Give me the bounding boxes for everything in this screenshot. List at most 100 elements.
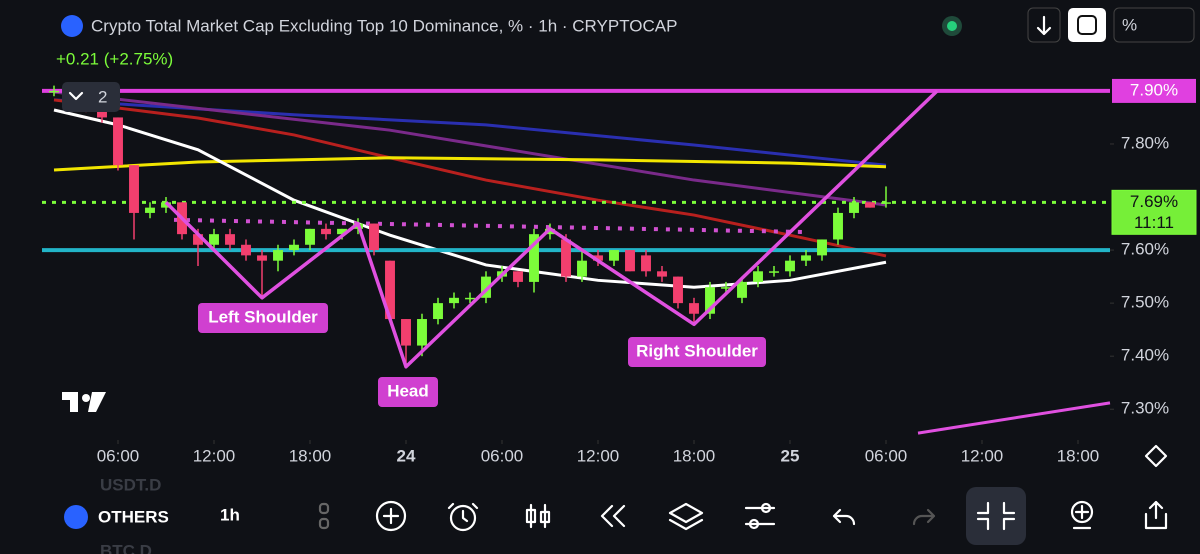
candle-body: [881, 202, 891, 204]
price-label-box: [1112, 78, 1196, 103]
candle-body: [657, 271, 667, 277]
x-tick-label: 18:00: [1057, 446, 1100, 465]
candle-body: [449, 297, 459, 304]
candle-body: [705, 287, 715, 314]
candle-body: [305, 228, 315, 245]
candle-body: [209, 234, 219, 245]
candle-body: [673, 276, 683, 304]
moving-average: [53, 90, 887, 207]
plot-area: 7.30% 7.40% 7.50% 7.60% 7.80% 06:00 12:00 18:00…: [42, 65, 1200, 465]
candle-body: [225, 234, 235, 245]
candle-body: [49, 90, 59, 93]
status-dot: [947, 21, 957, 31]
ghost-symbol: BTC.D: [100, 541, 152, 554]
candle-body: [689, 303, 699, 314]
annotation-box: [378, 377, 438, 407]
candle-body: [769, 271, 779, 273]
candle-body: [529, 234, 539, 282]
ghost-symbol: USDT.D: [100, 475, 161, 494]
candle-body: [401, 319, 411, 346]
candle-body: [513, 271, 523, 282]
candle-body: [625, 250, 635, 272]
chevron: [68, 91, 84, 101]
annotation-box: [198, 303, 328, 333]
moving-average: [53, 98, 887, 258]
y-tick-label: 7.30%: [1121, 399, 1169, 418]
candle-body: [737, 281, 747, 298]
price-label: 7.90%: [1130, 80, 1178, 99]
candle-body: [145, 207, 155, 213]
interval[interactable]: 1h: [220, 505, 240, 524]
axis-panel: [1110, 65, 1200, 440]
candle-body: [641, 255, 651, 272]
x-tick-label: 24: [397, 446, 416, 465]
down-button[interactable]: [1027, 7, 1061, 43]
x-tick-label: 18:00: [673, 446, 716, 465]
candle-body: [289, 244, 299, 251]
percent-button[interactable]: [1113, 7, 1195, 43]
candle-body: [721, 287, 731, 289]
candle-body: [865, 202, 875, 208]
candle-body: [577, 260, 587, 277]
fit-button[interactable]: [1068, 8, 1106, 42]
chart-title: Crypto Total Market Cap Excluding Top 10…: [91, 16, 677, 35]
candle-body: [817, 239, 827, 256]
candle-body: [321, 228, 331, 235]
candle-body: [833, 212, 843, 240]
candle-body: [481, 276, 491, 298]
annotation-box: [628, 337, 766, 367]
candle-body: [545, 228, 555, 235]
indicator-count: 2: [98, 87, 107, 106]
pattern-line: [164, 89, 939, 369]
x-tick-label: 06:00: [97, 446, 140, 465]
candle-body: [593, 255, 603, 261]
x-tick-label: 12:00: [193, 446, 236, 465]
candle-body: [849, 202, 859, 213]
candle-body: [97, 106, 107, 118]
candle-body: [113, 117, 123, 166]
x-tick-label: 06:00: [481, 446, 524, 465]
indicator-toggle[interactable]: [62, 82, 120, 112]
candle-body: [417, 319, 427, 346]
price-label: 7.69%: [1130, 192, 1178, 211]
tv-logo: [62, 392, 106, 412]
annotation: Right Shoulder: [636, 341, 758, 360]
candle-body: [561, 239, 571, 277]
y-tick-label: 7.40%: [1121, 346, 1169, 365]
annotation: Left Shoulder: [208, 307, 318, 326]
candle-body: [385, 260, 395, 320]
candle-body: [241, 244, 251, 256]
candle-body: [609, 250, 619, 261]
candle-body: [801, 255, 811, 261]
symbol-icon: [61, 15, 83, 37]
candle-body: [129, 165, 139, 213]
candle-body: [161, 202, 171, 208]
down-icon: [1036, 15, 1052, 36]
candle-body: [273, 250, 283, 261]
trend-line: [917, 401, 1111, 435]
candle-body: [257, 255, 267, 261]
candle-body: [369, 223, 379, 251]
symbol-icon: [64, 505, 88, 529]
settings-icon[interactable]: [1144, 444, 1168, 468]
candle-body: [465, 297, 475, 300]
x-tick-label: 12:00: [961, 446, 1004, 465]
x-tick-label: 25: [781, 446, 800, 465]
y-tick-label: 7.60%: [1121, 240, 1169, 259]
toolbar-icons[interactable]: [318, 487, 1168, 545]
candle-body: [753, 271, 763, 282]
price-label-fill: [1112, 190, 1196, 235]
symbol[interactable]: OTHERS: [98, 507, 169, 526]
fit-icon: [1077, 15, 1097, 35]
x-tick-label: 06:00: [865, 446, 908, 465]
x-tick-label: 12:00: [577, 446, 620, 465]
candle-body: [433, 303, 443, 320]
candle-body: [785, 260, 795, 272]
y-tick-label: 7.50%: [1121, 293, 1169, 312]
moving-average: [53, 156, 887, 172]
y-tick-label: 7.80%: [1121, 133, 1169, 152]
x-tick-label: 18:00: [289, 446, 332, 465]
countdown: 11:11: [1134, 213, 1174, 232]
